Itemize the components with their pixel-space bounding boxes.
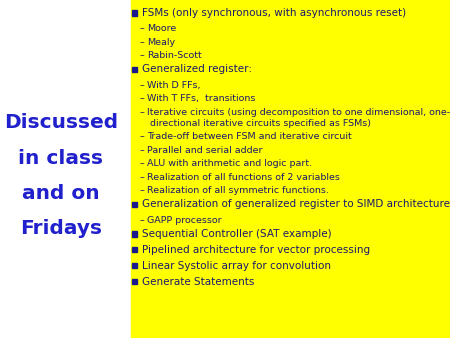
Text: Rabin-Scott: Rabin-Scott [147,51,202,60]
Text: GAPP processor: GAPP processor [147,216,221,225]
Text: Realization of all functions of 2 variables: Realization of all functions of 2 variab… [147,173,340,182]
Text: Linear Systolic array for convolution: Linear Systolic array for convolution [142,261,331,271]
Text: ALU with arithmetic and logic part.: ALU with arithmetic and logic part. [147,160,312,168]
Text: –: – [140,81,144,90]
Bar [132,263,137,268]
Text: Realization of all symmetric functions.: Realization of all symmetric functions. [147,187,328,195]
Text: –: – [140,51,144,60]
Text: –: – [140,160,144,168]
Text: With T FFs,  transitions: With T FFs, transitions [147,94,255,103]
Bar [132,10,137,16]
Bar [132,202,137,207]
Text: Mealy: Mealy [147,38,175,47]
Text: Pipelined architecture for vector processing: Pipelined architecture for vector proces… [142,245,370,255]
Text: Discussed: Discussed [4,113,118,132]
Bar [132,247,137,252]
Bar [132,67,137,72]
Text: FSMs (only synchronous, with asynchronous reset): FSMs (only synchronous, with asynchronou… [142,8,406,18]
Text: in class: in class [18,148,103,168]
Text: Sequential Controller (SAT example): Sequential Controller (SAT example) [142,229,331,239]
Text: –: – [140,108,144,117]
Bar [132,231,137,237]
Text: –: – [140,24,144,33]
Text: –: – [140,38,144,47]
Text: –: – [140,173,144,182]
Bar [130,0,450,338]
Bar [132,279,137,284]
Text: Generate Statements: Generate Statements [142,276,254,287]
Text: Parallel and serial adder: Parallel and serial adder [147,146,262,155]
Text: Generalized register:: Generalized register: [142,64,252,74]
Text: –: – [140,146,144,155]
Bar [0,0,130,338]
Text: Iterative circuits (using decomposition to one dimensional, one-: Iterative circuits (using decomposition … [147,108,450,117]
Text: Trade-off between FSM and iterative circuit: Trade-off between FSM and iterative circ… [147,132,351,141]
Text: –: – [140,132,144,141]
Text: –: – [140,216,144,225]
Text: and on: and on [22,184,99,203]
Text: With D FFs,: With D FFs, [147,81,200,90]
Text: directional iterative circuits specified as FSMs): directional iterative circuits specified… [150,119,371,128]
Text: Fridays: Fridays [20,219,102,239]
Text: Generalization of generalized register to SIMD architecture: Generalization of generalized register t… [142,199,450,210]
Text: –: – [140,187,144,195]
Text: Moore: Moore [147,24,176,33]
Text: –: – [140,94,144,103]
